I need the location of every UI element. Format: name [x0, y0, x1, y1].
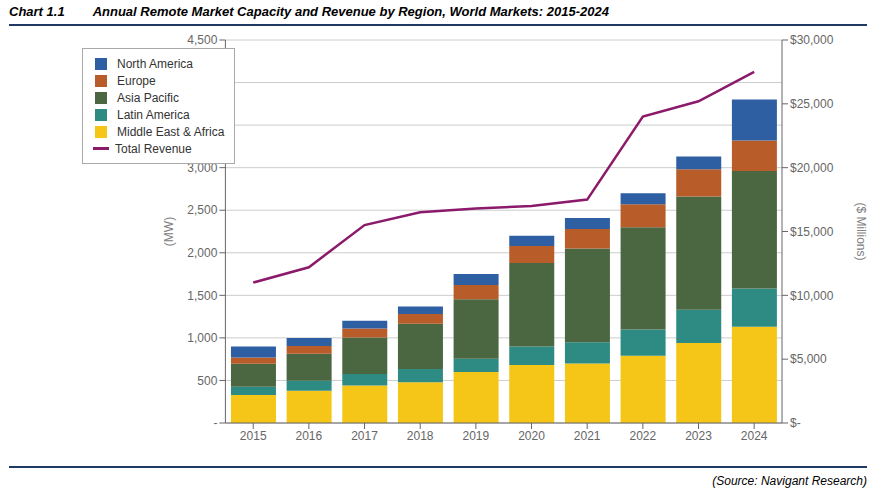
svg-text:$15,000: $15,000 [790, 225, 834, 239]
svg-text:-: - [213, 416, 217, 430]
svg-text:2021: 2021 [574, 429, 601, 443]
svg-text:1,500: 1,500 [187, 289, 217, 303]
svg-text:2016: 2016 [296, 429, 323, 443]
svg-text:2020: 2020 [518, 429, 545, 443]
svg-text:2,000: 2,000 [187, 246, 217, 260]
svg-text:4,000: 4,000 [187, 76, 217, 90]
svg-text:$25,000: $25,000 [790, 97, 834, 111]
svg-text:2019: 2019 [463, 429, 490, 443]
svg-text:$20,000: $20,000 [790, 161, 834, 175]
svg-text:3,000: 3,000 [187, 161, 217, 175]
svg-text:2023: 2023 [685, 429, 712, 443]
svg-text:4,500: 4,500 [187, 33, 217, 47]
svg-text:(MW): (MW) [162, 217, 176, 246]
svg-text:2024: 2024 [741, 429, 768, 443]
svg-text:2022: 2022 [629, 429, 656, 443]
svg-text:$5,000: $5,000 [790, 352, 827, 366]
svg-text:2017: 2017 [351, 429, 378, 443]
svg-text:$10,000: $10,000 [790, 289, 834, 303]
svg-text:$30,000: $30,000 [790, 33, 834, 47]
svg-text:2015: 2015 [240, 429, 267, 443]
svg-text:($ Millions): ($ Millions) [854, 202, 868, 260]
svg-text:$-: $- [790, 416, 801, 430]
svg-text:1,000: 1,000 [187, 331, 217, 345]
svg-text:2018: 2018 [407, 429, 434, 443]
svg-text:500: 500 [197, 374, 217, 388]
svg-text:3,500: 3,500 [187, 118, 217, 132]
svg-text:2,500: 2,500 [187, 203, 217, 217]
